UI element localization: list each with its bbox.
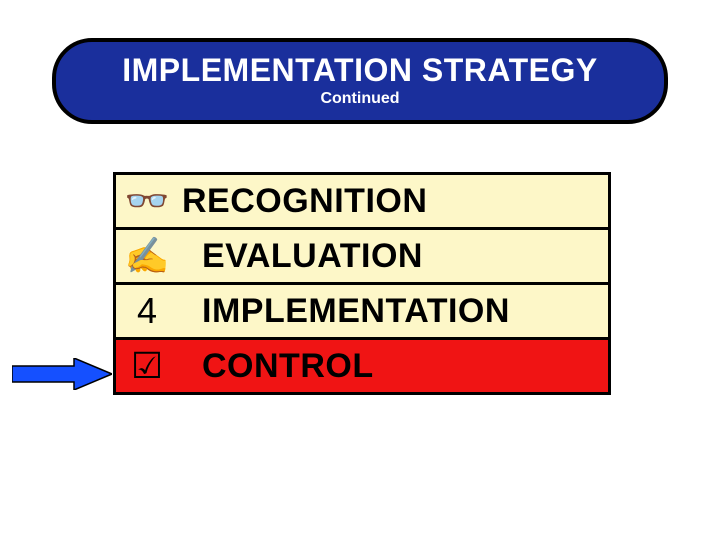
- header-title: IMPLEMENTATION STRATEGY: [122, 54, 597, 88]
- item-label: RECOGNITION: [178, 182, 608, 221]
- item-list: 👓 RECOGNITION ✍ EVALUATION 4 IMPLEMENTAT…: [113, 172, 611, 395]
- item-recognition: 👓 RECOGNITION: [113, 172, 611, 230]
- item-label: IMPLEMENTATION: [178, 292, 608, 331]
- item-label: CONTROL: [178, 347, 608, 386]
- writing-hand-icon: ✍: [116, 230, 178, 282]
- right-arrow-icon: [12, 358, 112, 390]
- item-evaluation: ✍ EVALUATION: [113, 227, 611, 285]
- glasses-icon: 👓: [116, 175, 178, 227]
- arrow-shape: [12, 358, 112, 390]
- checkbox-icon: ☑: [116, 340, 178, 392]
- item-label: EVALUATION: [178, 237, 608, 276]
- item-implementation: 4 IMPLEMENTATION: [113, 282, 611, 340]
- header-subtitle: Continued: [320, 90, 399, 108]
- header-box: IMPLEMENTATION STRATEGY Continued: [52, 38, 668, 124]
- item-control: ☑ CONTROL: [113, 337, 611, 395]
- number-four-icon: 4: [116, 285, 178, 337]
- slide: IMPLEMENTATION STRATEGY Continued 👓 RECO…: [0, 0, 720, 540]
